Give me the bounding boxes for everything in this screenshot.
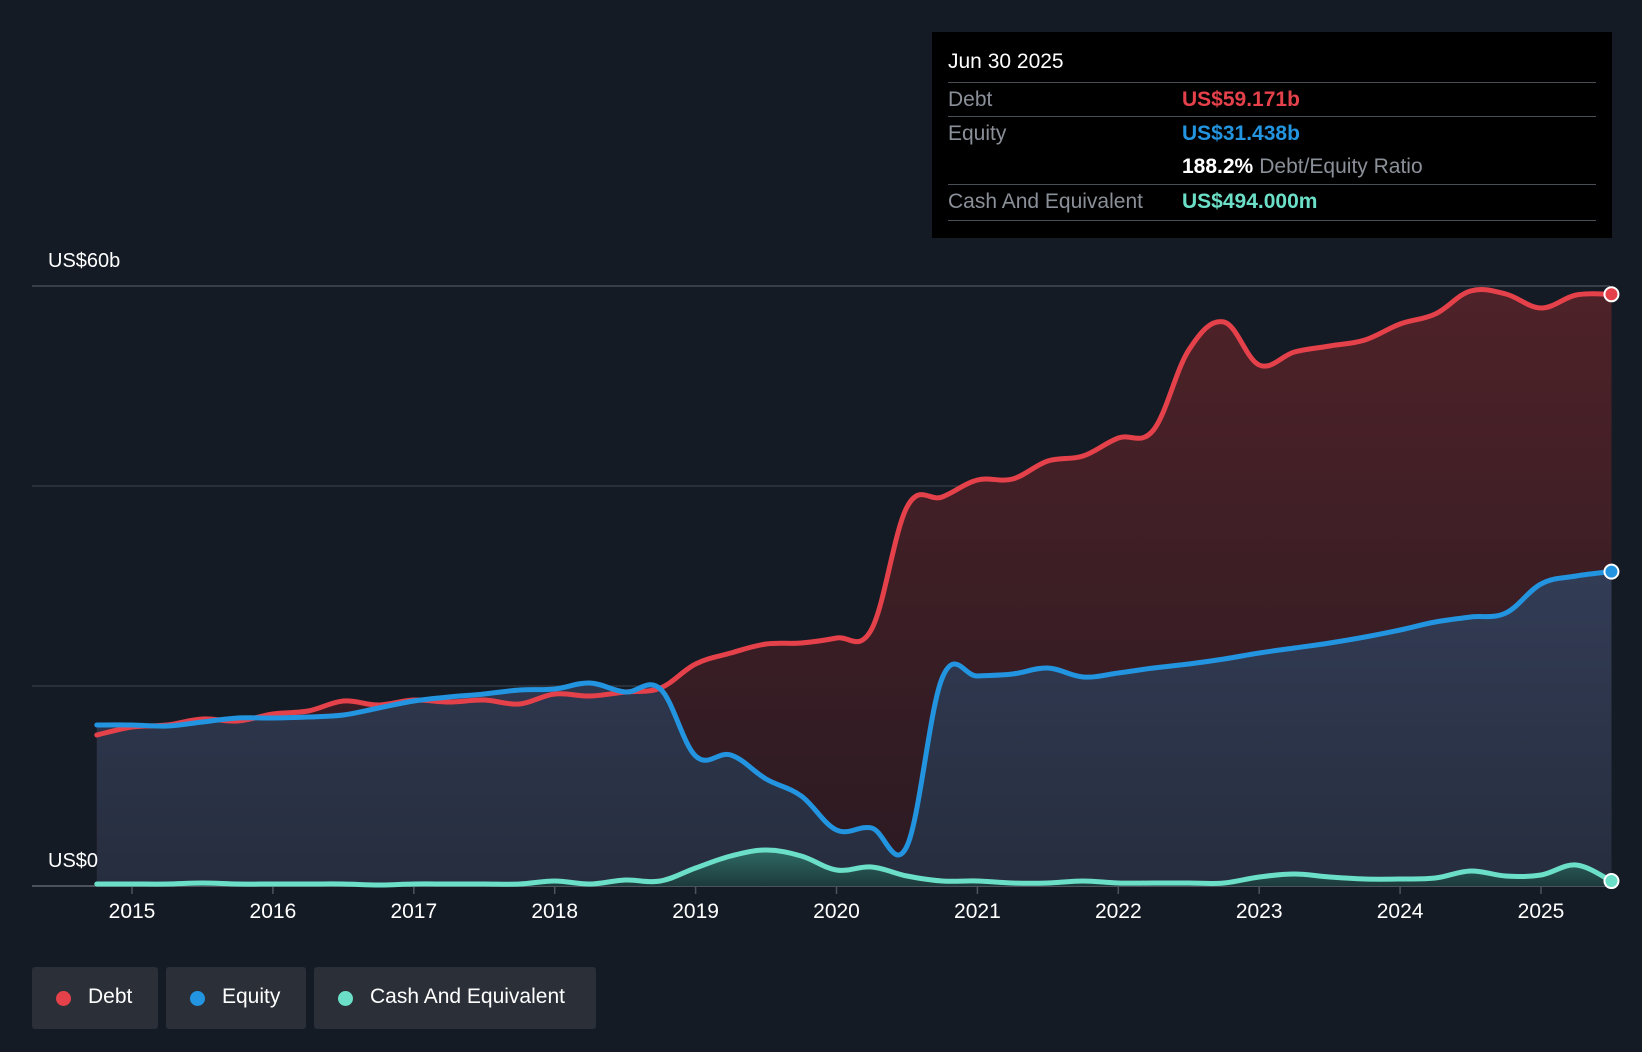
tooltip-debt-value: US$59.171b bbox=[1182, 88, 1300, 111]
tooltip-date: Jun 30 2025 bbox=[948, 50, 1064, 73]
hover-tooltip: Jun 30 2025 Debt US$59.171b Equity US$31… bbox=[932, 32, 1612, 238]
tooltip-ratio-label: Debt/Equity Ratio bbox=[1259, 155, 1423, 178]
equity-area bbox=[96, 571, 1612, 886]
x-tick-label: 2021 bbox=[954, 900, 1001, 923]
x-tick-label: 2022 bbox=[1094, 900, 1142, 923]
legend-cash-dot-icon bbox=[338, 991, 353, 1006]
x-tick-label: 2015 bbox=[108, 900, 156, 923]
tooltip-debt-label: Debt bbox=[948, 88, 993, 111]
debt-equity-chart bbox=[32, 285, 1620, 894]
x-tick-label: 2017 bbox=[390, 900, 438, 923]
legend-equity-label: Equity bbox=[222, 985, 281, 1008]
tooltip-debt-row: Debt US$59.171b bbox=[948, 82, 1596, 117]
y-axis-top-label: US$60b bbox=[48, 250, 121, 272]
y-axis-bottom-label: US$0 bbox=[48, 850, 99, 872]
tooltip-cash-row: Cash And Equivalent US$494.000m bbox=[948, 184, 1596, 219]
series-lines bbox=[94, 287, 1614, 888]
tooltip-ratio-row: 188.2% Debt/Equity Ratio bbox=[948, 150, 1596, 184]
x-tick-label: 2016 bbox=[249, 900, 297, 923]
tooltip-ratio-value: 188.2% bbox=[1182, 155, 1254, 178]
cash-area bbox=[96, 850, 1612, 886]
tooltip-ratio: 188.2% Debt/Equity Ratio bbox=[1182, 155, 1423, 179]
legend-equity-dot-icon bbox=[190, 991, 205, 1006]
x-tick-label: 2019 bbox=[672, 900, 719, 923]
tooltip-equity-value: US$31.438b bbox=[1182, 122, 1300, 145]
tooltip-divider bbox=[948, 220, 1596, 221]
equity-end-marker bbox=[1603, 563, 1620, 580]
x-tick-label: 2018 bbox=[531, 900, 579, 923]
tooltip-cash-value: US$494.000m bbox=[1182, 190, 1318, 213]
x-tick-label: 2023 bbox=[1235, 900, 1283, 923]
cash-end-marker bbox=[1603, 873, 1620, 890]
cash-line bbox=[94, 847, 1614, 888]
legend-cash-label: Cash And Equivalent bbox=[370, 985, 565, 1008]
debt-line bbox=[94, 287, 1614, 738]
legend-debt-label: Debt bbox=[88, 985, 133, 1008]
end-markers bbox=[1603, 286, 1620, 890]
tooltip-cash-label: Cash And Equivalent bbox=[948, 190, 1143, 213]
x-tick-label: 2020 bbox=[813, 900, 860, 923]
tooltip-equity-label: Equity bbox=[948, 122, 1007, 145]
legend-item-equity[interactable]: Equity bbox=[166, 967, 306, 1029]
x-tick-label: 2024 bbox=[1376, 900, 1424, 923]
legend-item-debt[interactable]: Debt bbox=[32, 967, 158, 1029]
legend-item-cash[interactable]: Cash And Equivalent bbox=[314, 967, 596, 1029]
debt-end-marker bbox=[1603, 286, 1620, 303]
legend-debt-dot-icon bbox=[56, 991, 71, 1006]
area-fills bbox=[96, 289, 1612, 886]
x-tick-label: 2025 bbox=[1517, 900, 1565, 923]
equity-line bbox=[94, 569, 1614, 858]
tooltip-equity-row: Equity US$31.438b bbox=[948, 116, 1596, 151]
